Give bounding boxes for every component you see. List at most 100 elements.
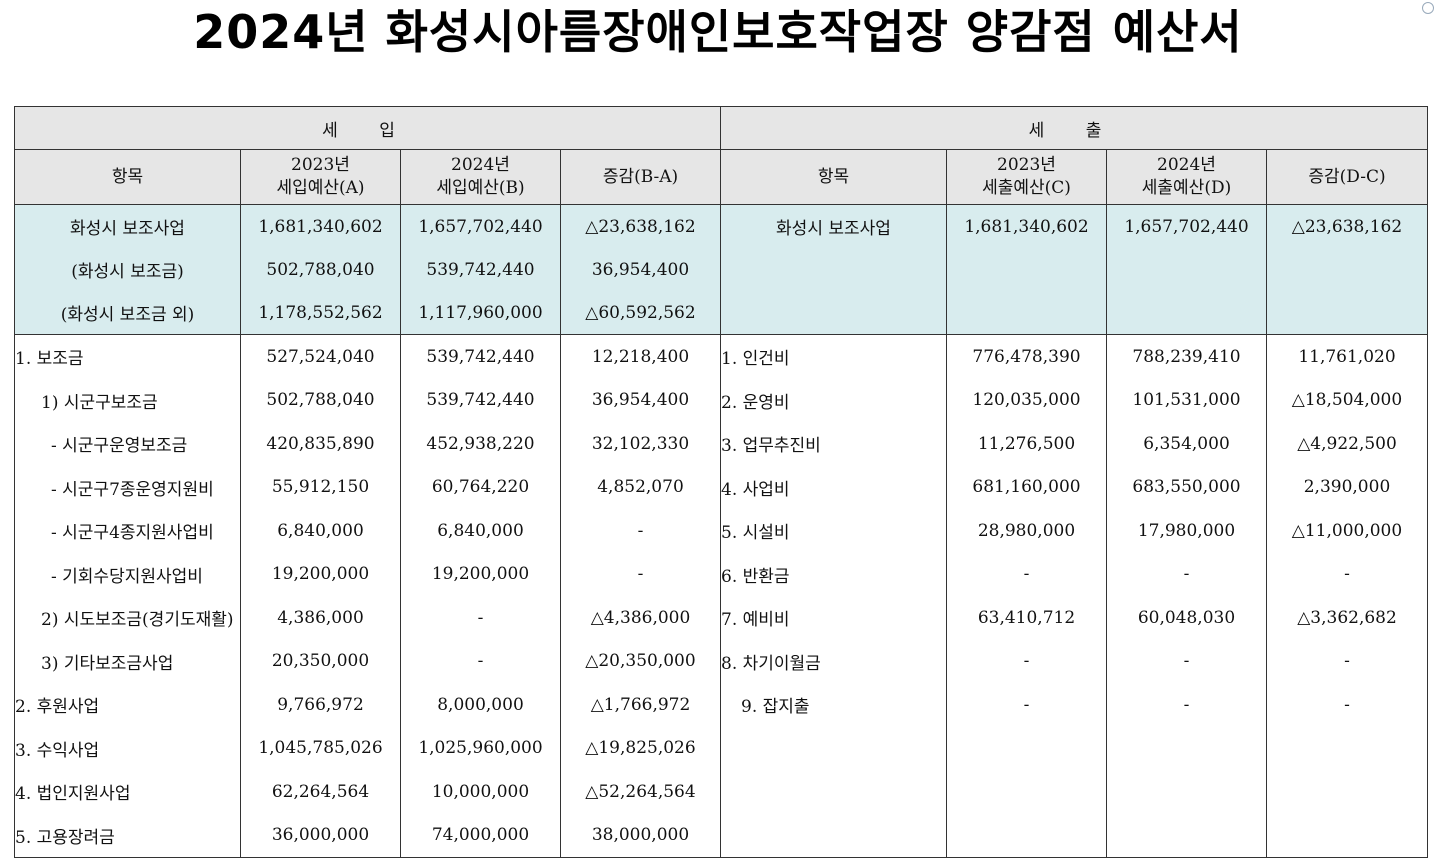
income-prev: 1,681,340,602 bbox=[240, 204, 401, 248]
income-item: 5. 고용장려금 bbox=[14, 813, 241, 858]
income-item-header: 항목 bbox=[14, 149, 241, 205]
income-curr-budget-header: 2024년 세입예산(B) bbox=[400, 149, 561, 205]
income-item: 4. 법인지원사업 bbox=[14, 770, 241, 814]
table-row: 1. 보조금 527,524,040 539,742,440 12,218,40… bbox=[14, 334, 1428, 379]
summary-row: 화성시 보조사업 1,681,340,602 1,657,702,440 △23… bbox=[14, 204, 1428, 248]
expense-item: 8. 차기이월금 bbox=[720, 639, 947, 683]
expense-curr: 60,048,030 bbox=[1106, 596, 1267, 640]
income-curr: 19,200,000 bbox=[400, 552, 561, 596]
expense-diff: - bbox=[1266, 639, 1428, 683]
expense-prev bbox=[946, 813, 1107, 858]
expense-diff: △18,504,000 bbox=[1266, 378, 1428, 422]
expense-item: 6. 반환금 bbox=[720, 552, 947, 596]
expense-diff bbox=[1266, 726, 1428, 770]
expense-item bbox=[720, 813, 947, 858]
income-curr: 1,025,960,000 bbox=[400, 726, 561, 770]
expense-item: 1. 인건비 bbox=[720, 334, 947, 379]
table-row: 3) 기타보조금사업 20,350,000 - △20,350,000 8. 차… bbox=[14, 639, 1428, 683]
expense-item: 9. 잡지출 bbox=[720, 683, 947, 727]
income-curr: 1,657,702,440 bbox=[400, 204, 561, 248]
expense-curr-budget-header: 2024년 세출예산(D) bbox=[1106, 149, 1267, 205]
expense-item: 2. 운영비 bbox=[720, 378, 947, 422]
income-diff: △52,264,564 bbox=[560, 770, 721, 814]
table-row: 5. 고용장려금 36,000,000 74,000,000 38,000,00… bbox=[14, 813, 1428, 858]
income-curr: 539,742,440 bbox=[400, 248, 561, 291]
income-item: - 시군구4종지원사업비 bbox=[14, 509, 241, 553]
income-item: - 시군구7종운영지원비 bbox=[14, 465, 241, 509]
income-diff: △19,825,026 bbox=[560, 726, 721, 770]
expense-curr: - bbox=[1106, 552, 1267, 596]
income-prev: 1,045,785,026 bbox=[240, 726, 401, 770]
income-diff: △23,638,162 bbox=[560, 204, 721, 248]
expense-curr: 17,980,000 bbox=[1106, 509, 1267, 553]
expense-prev: 776,478,390 bbox=[946, 334, 1107, 379]
table-row: 3. 수익사업 1,045,785,026 1,025,960,000 △19,… bbox=[14, 726, 1428, 770]
table-row: 4. 법인지원사업 62,264,564 10,000,000 △52,264,… bbox=[14, 770, 1428, 814]
income-item: 화성시 보조사업 bbox=[14, 204, 241, 248]
income-diff: - bbox=[560, 552, 721, 596]
expense-prev bbox=[946, 248, 1107, 291]
expense-prev bbox=[946, 770, 1107, 814]
expense-diff: 11,761,020 bbox=[1266, 334, 1428, 379]
income-curr: 60,764,220 bbox=[400, 465, 561, 509]
expense-curr: - bbox=[1106, 683, 1267, 727]
page-title: 2024년 화성시아름장애인보호작업장 양감점 예산서 bbox=[193, 5, 1243, 59]
table-row: - 시군구운영보조금 420,835,890 452,938,220 32,10… bbox=[14, 422, 1428, 466]
expense-prev: 1,681,340,602 bbox=[946, 204, 1107, 248]
expense-item bbox=[720, 726, 947, 770]
expense-diff: △4,922,500 bbox=[1266, 422, 1428, 466]
expense-diff: 2,390,000 bbox=[1266, 465, 1428, 509]
income-curr: 8,000,000 bbox=[400, 683, 561, 727]
expense-prev: 120,035,000 bbox=[946, 378, 1107, 422]
expense-curr: 788,239,410 bbox=[1106, 334, 1267, 379]
expense-curr bbox=[1106, 248, 1267, 291]
expense-item: 7. 예비비 bbox=[720, 596, 947, 640]
income-prev: 420,835,890 bbox=[240, 422, 401, 466]
income-curr: 452,938,220 bbox=[400, 422, 561, 466]
income-diff: 38,000,000 bbox=[560, 813, 721, 858]
expense-item bbox=[720, 770, 947, 814]
expense-curr: - bbox=[1106, 639, 1267, 683]
expense-curr: 1,657,702,440 bbox=[1106, 204, 1267, 248]
expense-diff: △23,638,162 bbox=[1266, 204, 1428, 248]
income-diff: 36,954,400 bbox=[560, 248, 721, 291]
expense-diff: △3,362,682 bbox=[1266, 596, 1428, 640]
expense-prev bbox=[946, 291, 1107, 335]
expense-curr bbox=[1106, 813, 1267, 858]
income-diff: 36,954,400 bbox=[560, 378, 721, 422]
table-row: - 시군구7종운영지원비 55,912,150 60,764,220 4,852… bbox=[14, 465, 1428, 509]
summary-row: (화성시 보조금) 502,788,040 539,742,440 36,954… bbox=[14, 248, 1428, 291]
expense-prev: 28,980,000 bbox=[946, 509, 1107, 553]
summary-row: (화성시 보조금 외) 1,178,552,562 1,117,960,000 … bbox=[14, 291, 1428, 335]
expense-diff-header: 증감(D-C) bbox=[1266, 149, 1428, 205]
expense-curr: 683,550,000 bbox=[1106, 465, 1267, 509]
expense-diff bbox=[1266, 291, 1428, 335]
table-row: 2) 시도보조금(경기도재활) 4,386,000 - △4,386,000 7… bbox=[14, 596, 1428, 640]
income-curr: 539,742,440 bbox=[400, 378, 561, 422]
expense-diff: - bbox=[1266, 552, 1428, 596]
expense-item: 화성시 보조사업 bbox=[720, 204, 947, 248]
corner-icon bbox=[1422, 2, 1434, 14]
expense-curr bbox=[1106, 726, 1267, 770]
income-diff-header: 증감(B-A) bbox=[560, 149, 721, 205]
income-item: (화성시 보조금) bbox=[14, 248, 241, 291]
expense-curr: 6,354,000 bbox=[1106, 422, 1267, 466]
income-section-header: 세 입 bbox=[14, 106, 721, 150]
expense-prev: 11,276,500 bbox=[946, 422, 1107, 466]
expense-curr: 101,531,000 bbox=[1106, 378, 1267, 422]
income-diff: △1,766,972 bbox=[560, 683, 721, 727]
income-curr: 539,742,440 bbox=[400, 334, 561, 379]
income-curr: 10,000,000 bbox=[400, 770, 561, 814]
income-diff: △4,386,000 bbox=[560, 596, 721, 640]
income-item: (화성시 보조금 외) bbox=[14, 291, 241, 335]
expense-diff: △11,000,000 bbox=[1266, 509, 1428, 553]
expense-prev bbox=[946, 726, 1107, 770]
income-prev: 55,912,150 bbox=[240, 465, 401, 509]
expense-item bbox=[720, 291, 947, 335]
expense-item: 3. 업무추진비 bbox=[720, 422, 947, 466]
income-prev: 527,524,040 bbox=[240, 334, 401, 379]
income-prev: 19,200,000 bbox=[240, 552, 401, 596]
income-diff: 32,102,330 bbox=[560, 422, 721, 466]
income-item: 2. 후원사업 bbox=[14, 683, 241, 727]
income-prev: 9,766,972 bbox=[240, 683, 401, 727]
